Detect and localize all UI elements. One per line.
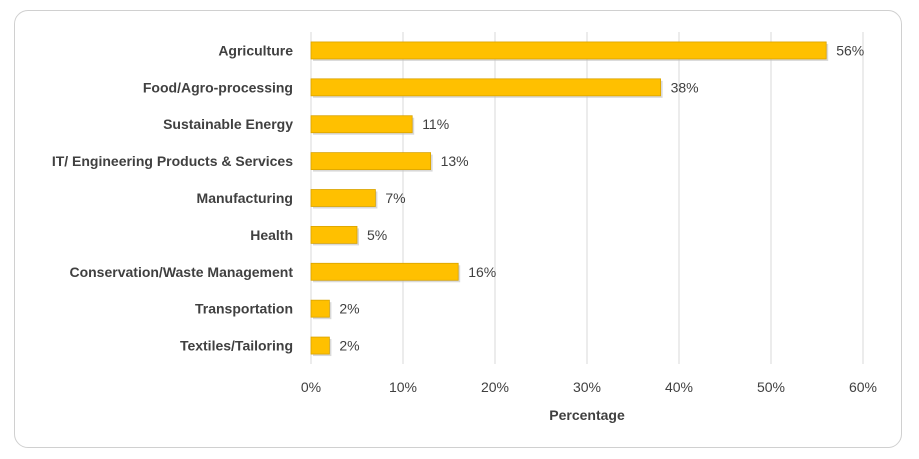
data-label: 2% — [339, 301, 359, 317]
x-tick-labels: 0% 10% 20% 30% 40% 50% 60% — [301, 379, 877, 395]
x-tick-label: 30% — [573, 379, 601, 395]
category-label: Sustainable Energy — [163, 116, 293, 132]
data-label: 16% — [468, 264, 496, 280]
x-axis-title: Percentage — [549, 407, 625, 423]
bar — [310, 189, 376, 207]
data-label: 2% — [339, 338, 359, 354]
bar — [310, 41, 827, 60]
bar — [310, 225, 358, 244]
x-tick-label: 40% — [665, 379, 693, 395]
bars — [310, 41, 829, 357]
category-label: Manufacturing — [197, 190, 293, 206]
bar — [310, 78, 662, 97]
category-label: Food/Agro-processing — [143, 79, 293, 95]
data-label: 56% — [836, 42, 864, 58]
x-tick-label: 10% — [389, 379, 417, 395]
category-labels: Agriculture Food/Agro-processing Sustainab… — [52, 42, 294, 353]
category-label: Health — [250, 227, 293, 243]
bar — [310, 299, 330, 318]
x-tick-label: 60% — [849, 379, 877, 395]
bar — [310, 336, 330, 355]
data-label: 5% — [367, 227, 387, 243]
category-label: Transportation — [195, 301, 293, 317]
category-label: Textiles/Tailoring — [180, 338, 293, 354]
x-tick-label: 20% — [481, 379, 509, 395]
category-label: IT/ Engineering Products & Services — [52, 153, 293, 169]
x-tick-label: 0% — [301, 379, 321, 395]
category-label: Conservation/Waste Management — [69, 264, 293, 280]
data-label: 7% — [385, 190, 405, 206]
bar — [310, 152, 431, 171]
data-label: 11% — [422, 116, 449, 132]
x-tick-label: 50% — [757, 379, 785, 395]
bar — [310, 115, 413, 134]
category-label: Agriculture — [218, 42, 293, 58]
data-label: 13% — [441, 153, 469, 169]
bar — [310, 262, 459, 281]
data-label: 38% — [671, 79, 699, 95]
value-labels: 56% 38% 11% 13% 7% 5% 16% 2% 2% — [339, 42, 864, 353]
